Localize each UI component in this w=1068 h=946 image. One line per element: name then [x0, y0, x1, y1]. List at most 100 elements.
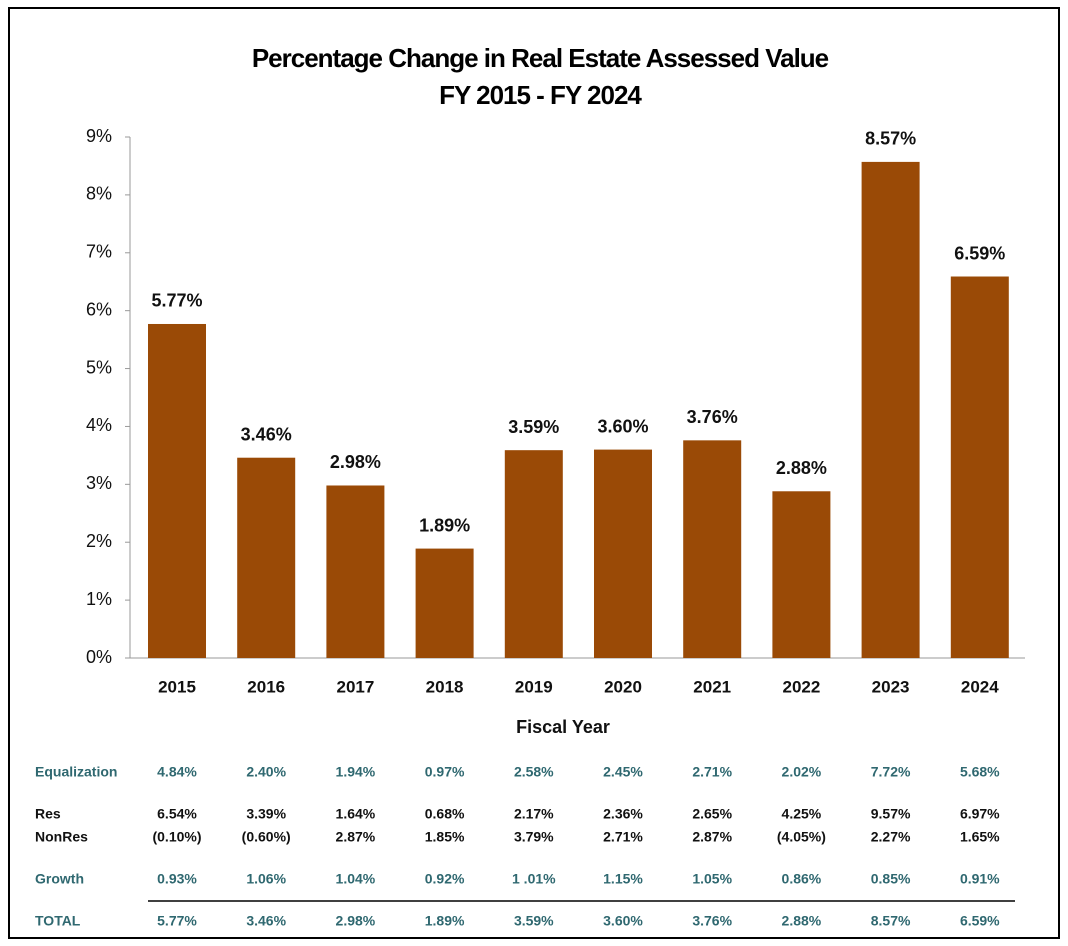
table-cell: 2.36%: [603, 806, 643, 822]
y-tick-label: 1%: [86, 589, 112, 609]
table-cell: 0.97%: [425, 764, 465, 780]
chart-subtitle: FY 2015 - FY 2024: [439, 80, 642, 110]
table-cell: 3.79%: [514, 829, 554, 845]
bar: [148, 323, 206, 658]
x-tick-label: 2022: [782, 677, 820, 696]
y-tick-label: 3%: [86, 473, 112, 493]
table-cell: 2.87%: [336, 829, 376, 845]
x-tick-label: 2016: [247, 677, 285, 696]
bar: [683, 440, 742, 658]
x-tick-label: 2015: [158, 677, 196, 696]
table-cell: 4.84%: [157, 764, 197, 780]
table-cell: 1.64%: [336, 806, 376, 822]
table-cell: 2.17%: [514, 806, 554, 822]
data-label: 3.59%: [508, 417, 559, 437]
bar: [504, 450, 563, 658]
y-tick-label: 0%: [86, 647, 112, 667]
table-cell: (0.10%): [152, 829, 201, 845]
table-cell: 3.60%: [603, 913, 643, 929]
table-cell: 0.92%: [425, 871, 465, 887]
row-label: Growth: [35, 871, 84, 887]
table-cell: 1 .01%: [512, 871, 556, 887]
data-label: 6.59%: [954, 243, 1005, 263]
y-tick-label: 7%: [86, 242, 112, 262]
table-cell: 0.68%: [425, 806, 465, 822]
data-label: 3.60%: [597, 416, 648, 436]
y-tick-label: 9%: [86, 126, 112, 146]
table-cell: 2.71%: [692, 764, 732, 780]
table-cell: 6.54%: [157, 806, 197, 822]
x-tick-label: 2017: [336, 677, 374, 696]
x-tick-label: 2021: [693, 677, 731, 696]
table-cell: 1.65%: [960, 829, 1000, 845]
x-tick-label: 2018: [426, 677, 464, 696]
table-cell: 1.06%: [246, 871, 286, 887]
data-label: 5.77%: [151, 291, 202, 311]
table-cell: 1.85%: [425, 829, 465, 845]
bar: [861, 161, 920, 659]
table-cell: 2.45%: [603, 764, 643, 780]
x-tick-label: 2019: [515, 677, 553, 696]
data-label: 2.88%: [776, 458, 827, 478]
table-cell: 1.15%: [603, 871, 643, 887]
data-label: 3.76%: [687, 407, 738, 427]
y-tick-label: 2%: [86, 531, 112, 551]
table-cell: 0.85%: [871, 871, 911, 887]
table-cell: 2.58%: [514, 764, 554, 780]
y-tick-label: 4%: [86, 415, 112, 435]
table-cell: 2.40%: [246, 764, 286, 780]
table-cell: 6.97%: [960, 806, 1000, 822]
table-cell: 2.02%: [782, 764, 822, 780]
table-cell: 2.65%: [692, 806, 732, 822]
table-cell: 1.94%: [336, 764, 376, 780]
table-cell: 2.88%: [782, 913, 822, 929]
table-cell: 2.27%: [871, 829, 911, 845]
table-cell: 5.68%: [960, 764, 1000, 780]
table-cell: 7.72%: [871, 764, 911, 780]
bar: [772, 491, 831, 658]
table-cell: 0.93%: [157, 871, 197, 887]
x-tick-label: 2020: [604, 677, 642, 696]
table-cell: 9.57%: [871, 806, 911, 822]
table-cell: 1.04%: [336, 871, 376, 887]
table-cell: (4.05%): [777, 829, 826, 845]
row-label: TOTAL: [35, 913, 81, 929]
table-cell: 8.57%: [871, 913, 911, 929]
table-cell: 6.59%: [960, 913, 1000, 929]
table-cell: 3.46%: [246, 913, 286, 929]
row-label: Res: [35, 806, 61, 822]
table-cell: 3.59%: [514, 913, 554, 929]
data-label: 8.57%: [865, 129, 916, 149]
table-cell: 3.76%: [692, 913, 732, 929]
row-label: Equalization: [35, 764, 117, 780]
table-cell: 2.87%: [692, 829, 732, 845]
y-tick-label: 6%: [86, 299, 112, 319]
data-label: 3.46%: [241, 424, 292, 444]
bar: [950, 276, 1009, 658]
table-cell: 3.39%: [246, 806, 286, 822]
bar: [326, 485, 385, 658]
bar: [594, 449, 652, 658]
y-tick-label: 8%: [86, 184, 112, 204]
row-label: NonRes: [35, 829, 88, 845]
data-label: 1.89%: [419, 515, 470, 535]
table-cell: (0.60%): [242, 829, 291, 845]
x-tick-label: 2023: [872, 677, 910, 696]
table-cell: 4.25%: [782, 806, 822, 822]
table-cell: 0.86%: [782, 871, 822, 887]
chart-title: Percentage Change in Real Estate Assesse…: [252, 43, 829, 73]
table-cell: 2.71%: [603, 829, 643, 845]
x-tick-label: 2024: [961, 677, 999, 696]
frame: [8, 7, 1060, 939]
x-axis-label: Fiscal Year: [516, 717, 610, 737]
table-cell: 1.05%: [692, 871, 732, 887]
bar: [415, 548, 474, 658]
table-cell: 5.77%: [157, 913, 197, 929]
table-cell: 0.91%: [960, 871, 1000, 887]
y-tick-label: 5%: [86, 357, 112, 377]
table-cell: 2.98%: [336, 913, 376, 929]
bar: [237, 457, 296, 658]
table-cell: 1.89%: [425, 913, 465, 929]
data-label: 2.98%: [330, 452, 381, 472]
